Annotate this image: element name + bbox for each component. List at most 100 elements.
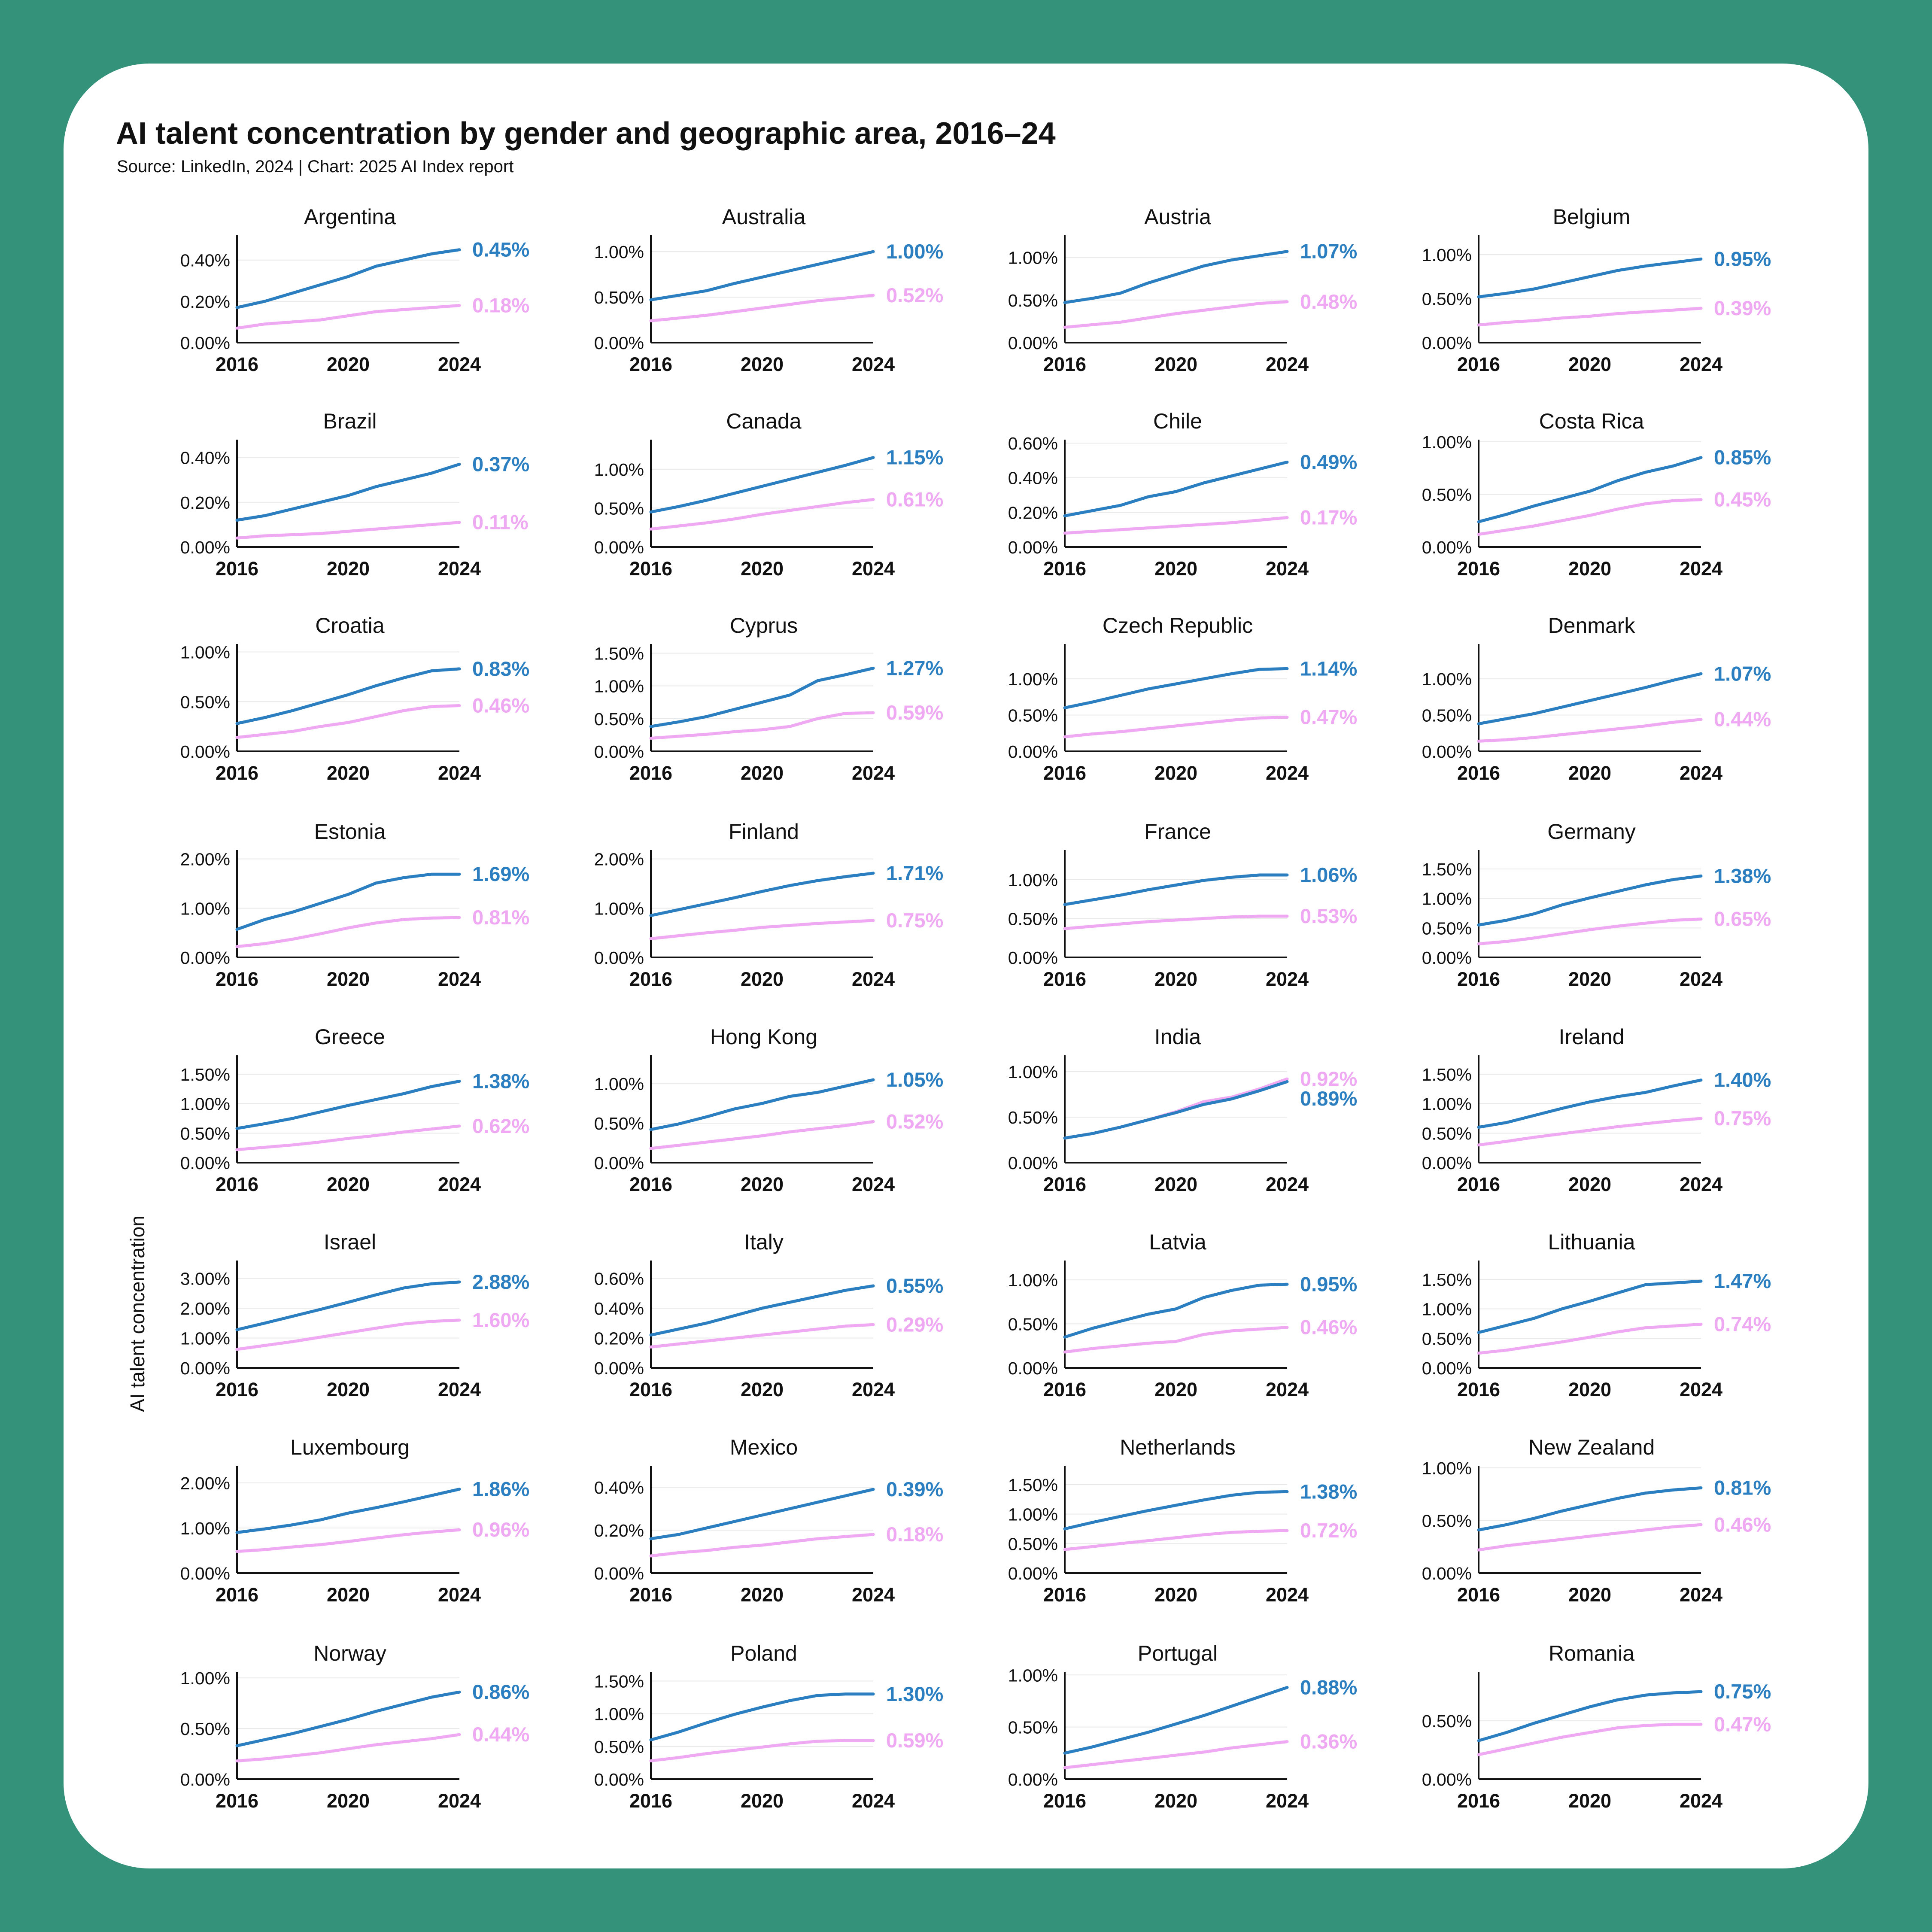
end-value-label-male: 1.30% [886, 1683, 943, 1705]
page-title: AI talent concentration by gender and ge… [116, 116, 1056, 151]
series-line-female [235, 704, 461, 739]
end-value-label-male: 0.95% [1300, 1273, 1357, 1295]
end-value-label-male: 1.47% [1714, 1270, 1771, 1292]
y-tick-label: 0.00% [594, 1358, 644, 1378]
x-tick-label: 2020 [1568, 1379, 1611, 1400]
x-tick-label: 2024 [1266, 1584, 1309, 1606]
y-tick-label: 0.50% [1008, 1315, 1058, 1334]
y-tick-label: 0.50% [1008, 909, 1058, 929]
y-tick-label: 1.00% [594, 460, 644, 480]
series-line-male [1477, 874, 1703, 927]
y-tick-label: 0.00% [1008, 333, 1058, 353]
end-value-label-female: 0.17% [1300, 506, 1357, 529]
y-tick-label: 1.50% [1422, 860, 1472, 879]
x-tick-label: 2024 [852, 1173, 895, 1195]
y-tick-label: 1.00% [180, 1668, 230, 1688]
x-tick-label: 2020 [327, 1790, 370, 1812]
x-tick-label: 2020 [1154, 353, 1197, 375]
chart-title-latvia: Latvia [1149, 1230, 1206, 1254]
y-tick-label: 0.20% [594, 1521, 644, 1540]
chart-title-hong-kong: Hong Kong [710, 1025, 817, 1049]
y-tick-label: 0.20% [180, 493, 230, 513]
x-tick-label: 2016 [629, 558, 672, 580]
series-line-male [1477, 1279, 1703, 1334]
y-tick-label: 1.50% [1422, 1065, 1472, 1084]
end-value-label-male: 0.49% [1300, 450, 1357, 473]
chart-title-austria: Austria [1144, 205, 1211, 229]
end-value-label-female: 0.72% [1300, 1519, 1357, 1542]
x-tick-label: 2024 [1266, 968, 1309, 990]
y-tick-label: 0.00% [1008, 538, 1058, 557]
x-tick-label: 2020 [741, 353, 784, 375]
end-value-label-male: 0.88% [1300, 1676, 1357, 1698]
chart-title-portugal: Portugal [1138, 1641, 1218, 1665]
x-tick-label: 2016 [1043, 1173, 1086, 1195]
x-tick-label: 2024 [1680, 762, 1722, 784]
series-line-male [1477, 1690, 1703, 1742]
series-line-male [649, 456, 875, 513]
y-tick-label: 1.50% [1422, 1270, 1472, 1290]
y-tick-label: 1.50% [594, 644, 644, 663]
x-tick-label: 2020 [1154, 1379, 1197, 1400]
x-tick-label: 2024 [1680, 558, 1722, 580]
series-line-female [1063, 1529, 1289, 1551]
series-line-male [235, 462, 461, 522]
x-tick-label: 2020 [1154, 1790, 1197, 1812]
end-value-label-female: 0.92% [1300, 1067, 1357, 1090]
x-tick-label: 2016 [629, 1379, 672, 1400]
y-tick-label: 0.00% [1422, 1770, 1472, 1789]
x-tick-label: 2020 [1154, 558, 1197, 580]
y-tick-label: 0.50% [180, 1124, 230, 1143]
end-value-label-female: 0.47% [1714, 1713, 1771, 1735]
series-line-male [649, 1488, 875, 1540]
series-line-male [1063, 1686, 1289, 1755]
y-tick-label: 0.40% [594, 1478, 644, 1498]
end-value-label-male: 0.95% [1714, 247, 1771, 270]
y-tick-label: 0.00% [594, 742, 644, 762]
series-line-female [649, 1739, 875, 1762]
series-line-female [1063, 914, 1289, 930]
x-tick-label: 2024 [438, 968, 481, 990]
series-line-female [1477, 718, 1703, 743]
chart-title-canada: Canada [726, 409, 801, 433]
series-line-male [649, 666, 875, 728]
series-line-female [235, 1318, 461, 1351]
x-tick-label: 2020 [1568, 1790, 1611, 1812]
x-tick-label: 2020 [327, 1584, 370, 1606]
series-line-male [1063, 873, 1289, 906]
y-tick-label: 0.50% [180, 692, 230, 712]
y-tick-label: 1.50% [180, 1065, 230, 1084]
chart-title-new-zealand: New Zealand [1528, 1435, 1655, 1459]
chart-title-cyprus: Cyprus [730, 614, 798, 638]
series-line-female [1477, 498, 1703, 536]
y-tick-label: 1.00% [180, 1094, 230, 1114]
y-tick-label: 1.50% [1008, 1475, 1058, 1495]
end-value-label-male: 1.07% [1714, 662, 1771, 685]
end-value-label-male: 1.38% [472, 1069, 529, 1092]
end-value-label-female: 0.52% [886, 284, 943, 307]
x-tick-label: 2016 [216, 1790, 258, 1812]
y-tick-label: 0.00% [594, 1153, 644, 1173]
y-tick-label: 0.40% [594, 1299, 644, 1318]
y-tick-label: 1.00% [1422, 889, 1472, 909]
x-tick-label: 2020 [327, 558, 370, 580]
x-tick-label: 2016 [216, 968, 258, 990]
x-tick-label: 2020 [1568, 762, 1611, 784]
x-tick-label: 2016 [1457, 1173, 1500, 1195]
y-tick-label: 0.00% [1008, 948, 1058, 968]
chart-title-mexico: Mexico [730, 1435, 798, 1459]
x-tick-label: 2016 [1043, 1379, 1086, 1400]
x-tick-label: 2020 [741, 1173, 784, 1195]
end-value-label-female: 0.75% [1714, 1107, 1771, 1130]
y-tick-label: 0.50% [1422, 918, 1472, 938]
y-tick-label: 0.50% [1422, 1511, 1472, 1531]
series-line-female [649, 919, 875, 940]
x-tick-label: 2016 [1457, 1379, 1500, 1400]
x-tick-label: 2024 [852, 353, 895, 375]
y-tick-label: 0.60% [594, 1269, 644, 1289]
x-tick-label: 2020 [1154, 762, 1197, 784]
chart-title-italy: Italy [744, 1230, 784, 1254]
series-line-female [649, 711, 875, 740]
series-line-male [649, 872, 875, 917]
y-tick-label: 0.00% [180, 948, 230, 968]
